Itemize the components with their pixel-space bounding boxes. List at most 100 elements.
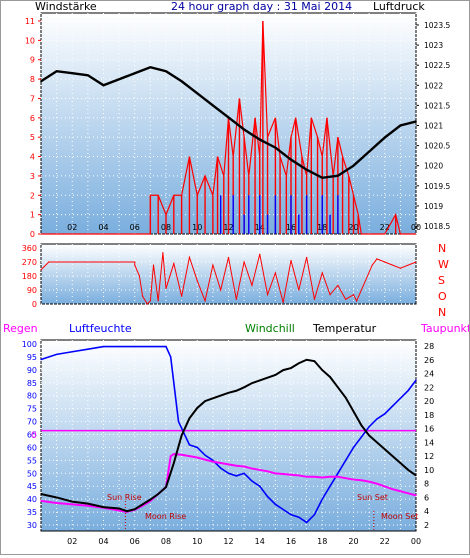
- dewpoint-point: [188, 455, 191, 457]
- direction-point: [415, 261, 417, 263]
- humidity-tick-label: 50: [27, 469, 37, 478]
- direction-point: [356, 300, 358, 302]
- temperature-tick-label: 22: [424, 383, 434, 392]
- temperature-line: [40, 358, 417, 513]
- temperature-point: [305, 359, 308, 361]
- temperature-point: [196, 407, 198, 409]
- direction-point: [204, 300, 206, 302]
- x-tick-label: 00: [411, 223, 421, 232]
- pressure-point: [290, 158, 292, 161]
- temperature-point: [118, 507, 120, 510]
- direction-point: [141, 295, 144, 297]
- pressure-point: [337, 174, 339, 177]
- temperature-point: [290, 367, 292, 369]
- right-tick-label: 1023: [424, 41, 443, 50]
- humidity-tick-label: 55: [27, 456, 37, 465]
- dewpoint-point: [384, 485, 386, 488]
- humidity-point: [368, 426, 370, 428]
- direction-point: [188, 256, 191, 258]
- x-tick-label: 04: [98, 223, 108, 232]
- humidity-point: [337, 472, 339, 474]
- compass-label: W: [438, 258, 449, 271]
- humidity-tick-label: 30: [27, 521, 37, 530]
- x-tick-label: 08: [161, 537, 171, 546]
- label-temperatur: Temperatur: [312, 322, 377, 335]
- x-tick-label: 02: [67, 223, 77, 232]
- humidity-point: [290, 513, 292, 516]
- direction-point: [337, 284, 339, 286]
- dewpoint-point: [274, 472, 277, 475]
- direction-point: [235, 298, 237, 300]
- pressure-point: [149, 66, 152, 69]
- dewpoint-point: [399, 490, 402, 492]
- direction-point: [134, 264, 136, 266]
- humidity-tick-label: 40: [27, 495, 37, 504]
- humidity-point: [55, 353, 58, 356]
- dewpoint-point: [376, 482, 378, 485]
- dewpoint-point: [282, 473, 284, 475]
- direction-point: [227, 256, 230, 258]
- left-tick-label: 7: [30, 94, 35, 103]
- label-regen: Regen: [3, 322, 38, 335]
- dewpoint-point: [251, 467, 253, 470]
- temperature-point: [337, 386, 339, 389]
- pressure-point: [180, 80, 183, 83]
- right-tick-label: 1022: [424, 81, 443, 90]
- dewpoint-point: [352, 478, 355, 481]
- humidity-point: [251, 480, 253, 482]
- humidity-point: [344, 459, 347, 462]
- temperature-point: [219, 394, 222, 397]
- direction-point: [152, 264, 155, 266]
- dewpoint-point: [407, 492, 409, 495]
- header-title: 24 hour graph day : 31 Mai 2014: [171, 1, 352, 13]
- direction-line: [40, 252, 417, 305]
- x-tick-label: 22: [380, 537, 390, 546]
- temperature-point: [157, 493, 159, 495]
- temperature-tick-label: 2: [424, 521, 429, 530]
- left-tick-label: 5: [30, 133, 35, 142]
- annotation-moon-rise: Moon Rise: [145, 512, 186, 521]
- right-tick-label: 1022.5: [424, 61, 450, 70]
- pressure-point: [415, 120, 417, 123]
- dewpoint-point: [71, 503, 73, 506]
- temperature-point: [55, 496, 58, 499]
- temperature-point: [173, 462, 175, 464]
- humidity-point: [259, 485, 261, 487]
- pressure-point: [321, 176, 324, 179]
- humidity-point: [376, 418, 378, 420]
- humidity-point: [384, 413, 386, 415]
- temperature-point: [165, 486, 167, 488]
- temperature-point: [329, 376, 331, 378]
- direction-tick-label: 180: [22, 272, 37, 281]
- humidity-point: [235, 475, 238, 477]
- pressure-point: [383, 136, 386, 139]
- right-tick-label: 1020: [424, 162, 443, 171]
- dewpoint-point: [344, 477, 347, 479]
- pressure-point: [133, 72, 136, 75]
- header-luftdruck: Luftdruck: [373, 1, 425, 13]
- dewpoint-point: [196, 456, 198, 459]
- temperature-point: [102, 506, 105, 508]
- annotation-sun-rise: Sun Rise: [107, 493, 142, 502]
- temperature-point: [384, 448, 386, 450]
- dewpoint-point: [173, 453, 175, 455]
- dewpoint-point: [243, 465, 245, 468]
- header-windstaerke: Windstärke: [35, 1, 97, 13]
- dewpoint-point: [266, 470, 269, 472]
- direction-point: [298, 289, 300, 291]
- pressure-point: [305, 168, 308, 171]
- direction-point: [329, 294, 331, 296]
- temperature-tick-label: 20: [424, 397, 434, 406]
- compass-label: S: [438, 274, 445, 287]
- x-tick-label: 14: [255, 537, 265, 546]
- direction-point: [181, 295, 183, 297]
- pressure-point: [399, 124, 402, 127]
- temperature-point: [141, 503, 144, 506]
- humidity-point: [321, 498, 323, 500]
- humidity-point: [407, 389, 409, 392]
- dewpoint-point: [305, 476, 308, 478]
- direction-point: [196, 280, 198, 282]
- humidity-point: [169, 356, 172, 358]
- temperature-tick-label: 24: [424, 370, 434, 379]
- temperature-point: [180, 434, 183, 437]
